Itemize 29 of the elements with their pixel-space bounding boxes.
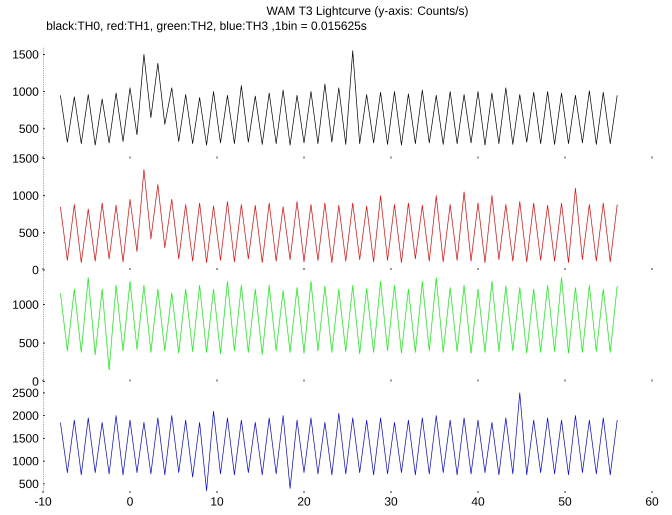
y-tick-label: 500 <box>19 228 38 238</box>
y-tick-label: 1500 <box>13 434 38 443</box>
y-tick-label: 2500 <box>12 388 38 398</box>
x-tick-label: 0 <box>127 497 133 506</box>
chart-subtitle: black:TH0, red:TH1, green:TH2, blue:TH3 ,1bin = 0.015625s <box>46 21 366 32</box>
y-tick-label: 1000 <box>13 456 38 466</box>
y-tick-label: 1000 <box>13 191 38 200</box>
y-tick-label: 1000 <box>13 300 38 309</box>
line-series <box>60 50 618 146</box>
y-tick-label: 500 <box>19 480 38 488</box>
y-tick-label: 500 <box>19 124 38 133</box>
y-tick-label: 2000 <box>12 411 38 420</box>
chart-title: WAM T3 Lightcurve (y-axis: Counts/s) <box>266 6 468 18</box>
y-tick-label: 0 <box>32 377 38 386</box>
x-tick-label: 10 <box>211 497 224 506</box>
line-series <box>60 169 618 263</box>
y-tick-label: 0 <box>32 266 38 274</box>
x-tick-label: 60 <box>646 497 658 506</box>
x-tick-label: 20 <box>298 497 310 506</box>
y-tick-label: 1500 <box>13 154 38 163</box>
y-tick-label: 500 <box>19 338 38 348</box>
x-tick-label: -10 <box>34 497 52 506</box>
line-series <box>60 277 618 370</box>
x-tick-label: 40 <box>472 497 484 506</box>
x-tick-label: 30 <box>384 497 398 506</box>
x-tick-label: 50 <box>558 497 572 506</box>
line-series <box>60 392 618 492</box>
y-tick-label: 1000 <box>13 87 38 96</box>
y-tick-label: 1500 <box>13 50 38 59</box>
